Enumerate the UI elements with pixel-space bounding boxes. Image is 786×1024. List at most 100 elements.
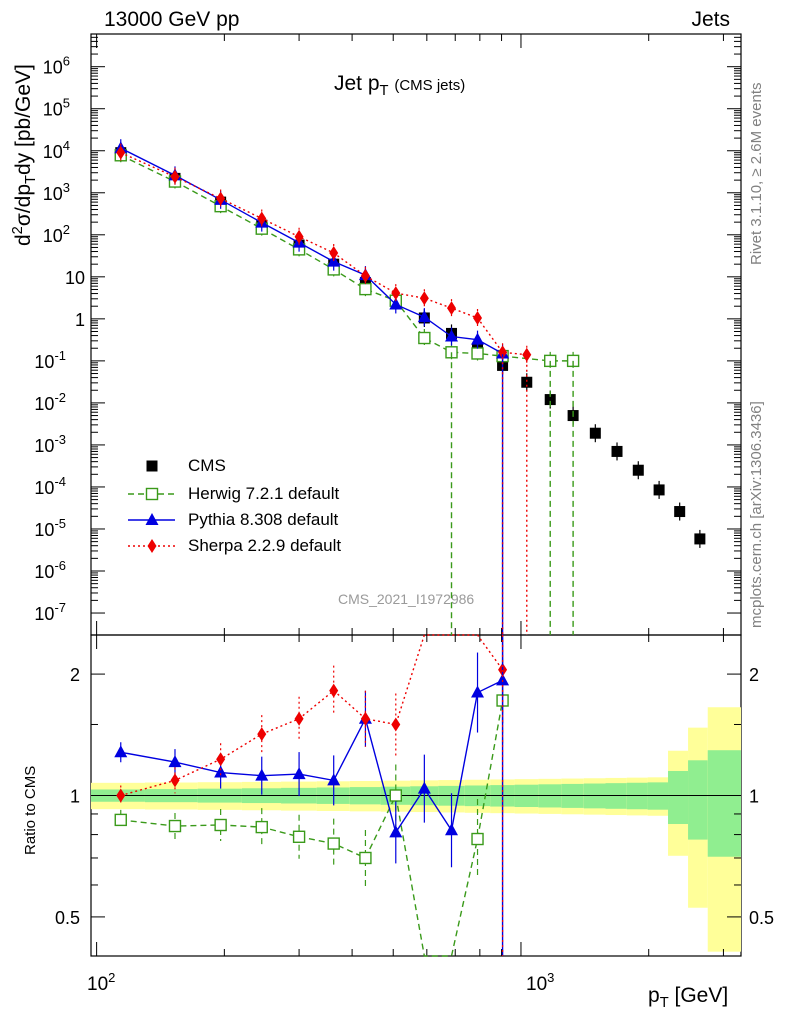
y-tick-label: 10-6 (34, 558, 66, 582)
point-sherpa (170, 169, 180, 184)
point-herwig (418, 331, 431, 345)
point-sherpa (294, 229, 304, 244)
point-pythia (445, 329, 459, 342)
y-tick-label: 105 (43, 96, 70, 120)
y-tick-label: 10 (65, 268, 85, 288)
legend-marker-cms (146, 460, 158, 472)
y-tick-exponent: -2 (54, 390, 66, 405)
x-axis-label: pT [GeV] (648, 984, 729, 1012)
ratio-point-herwig (327, 837, 340, 850)
ratio-point-herwig (292, 830, 306, 843)
y-tick-exponent: -3 (54, 432, 66, 447)
ratio-point-pythia (417, 781, 431, 794)
x-tick-label-100: 102 (87, 970, 115, 995)
point-sherpa (447, 301, 457, 316)
point-cms (653, 484, 665, 496)
ratio-point-sherpa (216, 752, 226, 767)
ratio-y-tick-label: 0.5 (55, 908, 80, 928)
y-tick-label: 106 (43, 54, 70, 78)
ratio-point-sherpa (257, 727, 267, 742)
point-herwig (471, 347, 484, 360)
ratio-line-pythia (120, 679, 503, 835)
main-panel-frame (90, 33, 742, 636)
legend-marker-herwig (145, 487, 159, 501)
legend-marker-sherpa (147, 539, 157, 553)
y-tick-label: 103 (43, 180, 70, 204)
ratio-y-tick-label-right: 1 (749, 787, 759, 807)
y-tick-label: 102 (43, 222, 70, 246)
band-inner (668, 770, 689, 825)
legend-marker-pythia (145, 513, 159, 525)
ratio-y-tick-label: 2 (70, 665, 80, 685)
point-sherpa (419, 291, 429, 306)
band-inner (707, 750, 741, 857)
point-cms (611, 445, 623, 457)
legend-label-cms: CMS (188, 456, 226, 475)
point-herwig (359, 282, 372, 296)
legend-label-sherpa: Sherpa 2.2.9 default (188, 536, 342, 555)
y-tick-label: 10-3 (34, 432, 66, 456)
point-cms (544, 394, 556, 406)
category-label: Jets (691, 8, 730, 31)
ratio-y-tick-label-right: 0.5 (749, 908, 774, 928)
band-inner (626, 782, 648, 810)
point-cms (694, 533, 706, 545)
point-cms (589, 427, 601, 439)
ratio-point-herwig (168, 819, 182, 833)
y-tick-label: 10-1 (34, 348, 66, 372)
series-line-sherpa (120, 152, 527, 356)
band-inner (647, 782, 669, 810)
plot-title: Jet pT (CMS jets) (334, 72, 466, 100)
ratio-point-herwig (471, 832, 484, 846)
ratio-point-sherpa (391, 717, 401, 732)
ratio-point-pythia (114, 745, 128, 758)
y-tick-label: 1 (75, 310, 85, 330)
point-sherpa (360, 268, 370, 283)
point-pythia (417, 310, 431, 323)
analysis-id: CMS_2021_I1972986 (338, 591, 475, 607)
point-sherpa (473, 310, 483, 325)
point-sherpa (257, 211, 267, 226)
ratio-point-herwig (114, 813, 127, 827)
point-cms (632, 464, 644, 476)
y-tick-exponent: 5 (63, 96, 70, 111)
point-pythia (471, 332, 485, 345)
y-tick-exponent: -5 (54, 516, 66, 531)
ratio-point-sherpa (170, 773, 180, 788)
y-tick-exponent: 2 (63, 222, 70, 237)
ratio-point-sherpa (329, 683, 339, 698)
ratio-point-pythia (389, 825, 403, 838)
ratio-point-sherpa (360, 711, 370, 726)
point-sherpa (216, 191, 226, 206)
y-tick-exponent: 4 (63, 138, 70, 153)
y-tick-label: 104 (43, 138, 70, 162)
series-line-herwig (120, 154, 574, 362)
ratio-y-tick-label: 1 (70, 787, 80, 807)
y-tick-exponent: 6 (63, 54, 70, 69)
point-cms (521, 376, 533, 388)
y-tick-exponent: 3 (63, 180, 70, 195)
y-tick-exponent: -6 (54, 558, 66, 573)
ratio-point-sherpa (294, 711, 304, 726)
ratio-point-pythia (214, 765, 228, 778)
x-tick-exponent: 3 (547, 970, 554, 985)
band-inner (688, 760, 708, 840)
ratio-point-herwig (255, 820, 268, 834)
ratio-point-pythia (168, 755, 182, 768)
ratio-line-herwig (120, 700, 504, 957)
y-tick-label: 10-7 (34, 600, 66, 624)
series-line-pythia (120, 147, 503, 355)
ratio-point-pythia (255, 768, 269, 781)
y-tick-exponent: -1 (54, 348, 66, 363)
ratio-point-herwig (389, 789, 402, 802)
y-tick-exponent: -7 (54, 600, 66, 615)
ratio-point-pythia (445, 823, 459, 836)
ratio-line-sherpa (120, 634, 504, 797)
point-sherpa (329, 245, 339, 260)
y-tick-label: 10-4 (34, 474, 66, 498)
y-tick-label: 10-2 (34, 390, 66, 414)
legend-label-herwig: Herwig 7.2.1 default (188, 484, 340, 503)
point-sherpa (116, 145, 126, 160)
process-label: 13000 GeV pp (104, 8, 240, 31)
